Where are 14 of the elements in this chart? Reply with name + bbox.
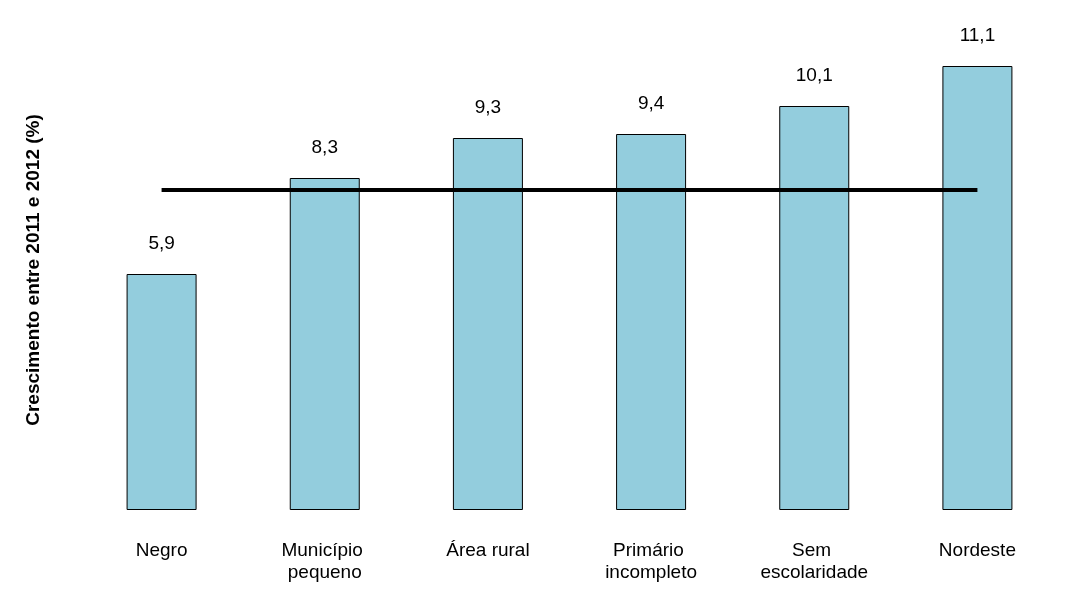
data-label: 5,9	[148, 232, 175, 253]
x-tick-label: Sem escolaridade	[760, 538, 869, 582]
data-label: 9,4	[637, 92, 665, 113]
data-label: 9,3	[474, 96, 502, 117]
y-axis-title: Crescimento entre 2011 e 2012 (%)	[22, 114, 43, 426]
x-tick-label: Nordeste	[938, 538, 1016, 560]
x-tick-label: Área rural	[446, 538, 530, 560]
x-tick-label: Município pequeno	[281, 538, 369, 582]
x-tick-label: Negro	[135, 538, 188, 560]
bar	[126, 274, 197, 510]
x-tick-label: Primário incompleto	[605, 538, 698, 582]
data-label: 11,1	[959, 24, 996, 45]
data-label: 8,3	[311, 136, 338, 157]
data-label: 10,1	[795, 64, 833, 85]
